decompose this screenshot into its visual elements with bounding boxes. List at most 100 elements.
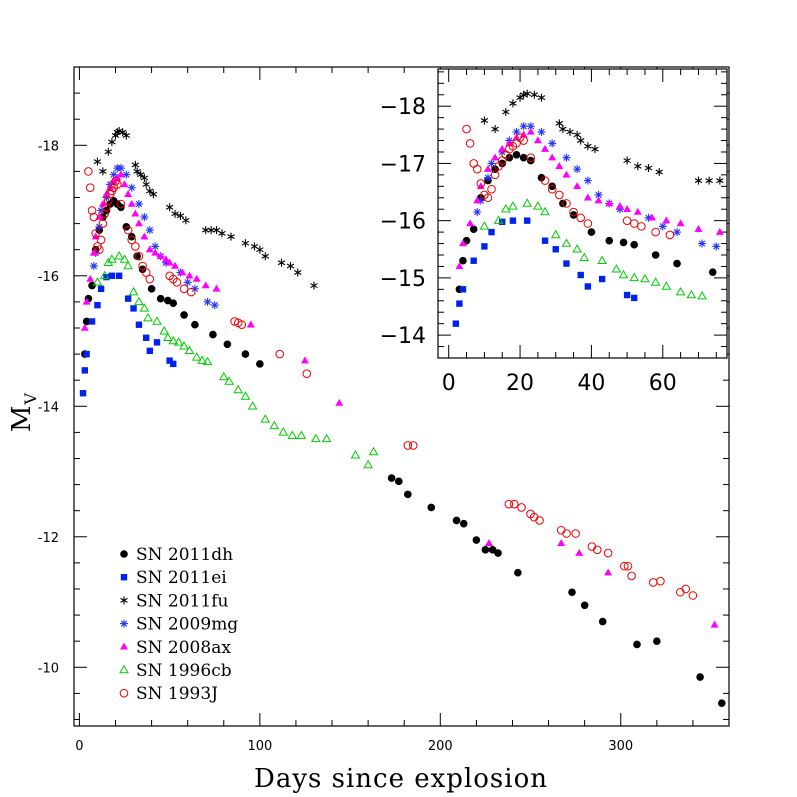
data-point [286,262,295,271]
data-point [140,232,149,240]
data-point [557,539,566,547]
data-point [84,167,93,176]
data-point [103,273,110,281]
data-point [134,296,144,306]
data-point [505,153,514,162]
data-point [171,209,179,218]
main-y-tick-label: -12 [38,531,59,546]
data-point [493,215,504,224]
data-point [97,285,105,293]
data-point [92,277,103,286]
legend-label: SN 2011dh [136,545,233,565]
data-point [269,420,280,430]
data-point [618,269,629,279]
data-point [650,277,661,286]
inset-x-tick-label: 20 [506,371,534,396]
data-point [598,617,607,626]
data-point [562,529,571,538]
data-point [459,286,467,293]
data-point [637,222,646,231]
data-point [115,126,123,135]
data-point [487,184,496,194]
data-point [79,390,87,397]
data-point [310,433,321,443]
data-point [559,125,567,134]
data-point [89,262,98,271]
legend-entry-sn-2011fu: SN 2011fu [120,591,228,611]
data-point [133,167,141,176]
data-point [681,584,690,594]
data-point [350,450,361,459]
legend-marker [120,619,128,628]
main-series-sn-2011fu [93,126,318,290]
data-point [140,213,149,222]
data-point [583,193,592,201]
data-point [591,145,599,154]
data-point [598,275,606,283]
data-point [180,311,188,319]
data-point [537,93,546,102]
data-point [473,196,482,204]
data-point [498,159,507,168]
main-x-tick-label: 200 [428,739,453,754]
data-point [587,228,596,236]
data-point [91,229,100,238]
inset-y-tick-label: −17 [380,152,426,177]
data-point [131,209,140,217]
data-point [644,164,653,173]
data-point [135,321,143,328]
inset-series-sn-2011dh [455,151,717,294]
data-point [143,313,153,322]
data-point [96,235,106,245]
data-point [138,265,147,274]
data-point [653,637,661,645]
data-point [237,320,247,330]
data-point [456,300,463,307]
data-point [165,203,174,212]
main-x-tick-label: 300 [608,739,633,754]
data-point [108,138,116,147]
data-point [458,239,467,247]
data-point [469,225,478,234]
data-point [122,170,131,179]
data-point [502,107,510,116]
legend-label: SN 2011fu [136,591,228,611]
data-point [696,673,704,681]
data-point [116,170,125,178]
data-point [623,205,632,212]
data-point [218,229,226,238]
data-point [80,323,89,331]
data-point [500,204,511,213]
data-point [569,211,578,219]
data-point [577,271,584,279]
data-point [455,262,464,270]
legend-label: SN 1993J [136,684,218,704]
legend-label: SN 2009mg [136,615,238,635]
data-point [563,260,570,267]
data-point [153,339,161,346]
data-point [203,297,212,306]
data-point [230,317,239,326]
data-point [127,183,136,192]
data-point [151,248,160,256]
data-point [99,270,110,280]
data-point [300,356,309,364]
data-point [394,477,403,486]
data-point [465,139,475,148]
inset-frame [437,68,728,359]
data-point [186,287,196,297]
data-point [247,401,258,410]
data-point [716,176,724,185]
data-point [368,446,379,456]
data-point [116,199,126,209]
data-point [504,499,514,509]
data-point [552,246,559,253]
data-point [523,89,531,98]
data-point [640,273,650,283]
main-series-sn-2011ei [79,272,177,397]
main-series-sn-2008ax [80,170,719,628]
data-point [156,252,165,259]
data-point [472,536,481,544]
data-point [166,357,173,364]
main-y-tick-label: -16 [38,270,59,285]
